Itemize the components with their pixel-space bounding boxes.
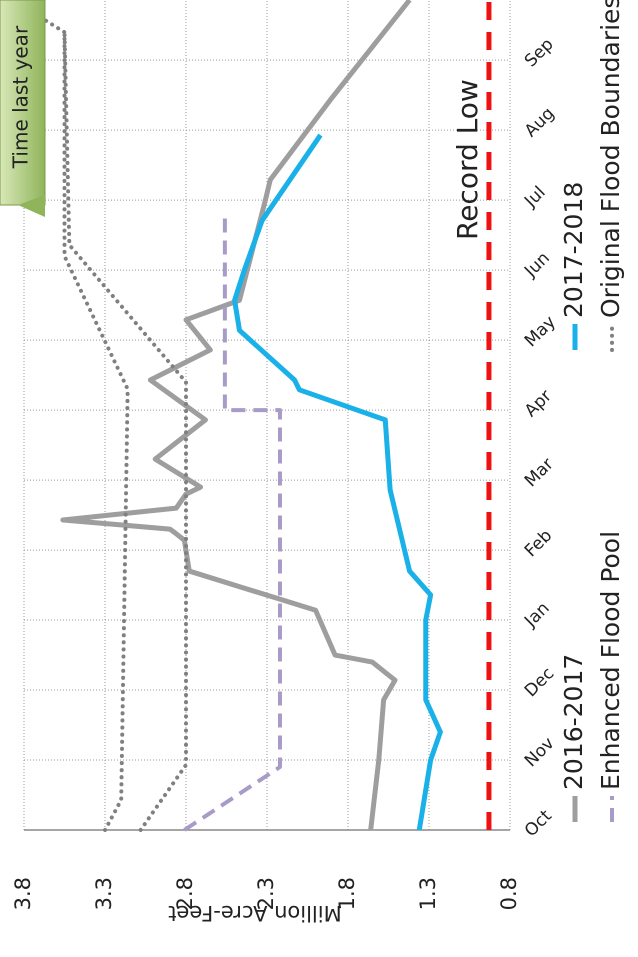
y-tick-label: 2.3 (254, 877, 278, 910)
legend-label: Original Flood Boundaries (596, 0, 625, 318)
y-axis-title: Million Acre-Feet (168, 901, 342, 925)
reference-label: Record Low (451, 79, 484, 240)
legend-label: Enhanced Flood Pool (596, 531, 625, 790)
x-tick-label: Oct (521, 806, 556, 841)
callout-pointer (18, 195, 45, 217)
callout-text: Time last year (9, 25, 33, 169)
x-tick-label: Apr (521, 386, 556, 421)
x-tick-label: May (521, 312, 560, 351)
series-line (232, 133, 443, 831)
y-tick-label: 3.3 (92, 877, 116, 910)
legend-label: 2017-2018 (559, 182, 588, 318)
series-line (183, 214, 282, 832)
x-tick-label: Jun (520, 248, 554, 282)
series-line (62, 30, 188, 832)
x-tick-label: Dec (521, 664, 558, 701)
series-line (10, 0, 130, 832)
x-tick-label: Feb (521, 526, 556, 561)
legend-label: 2016-2017 (559, 654, 588, 790)
x-tick-label: Mar (521, 454, 558, 491)
x-tick-label: Aug (521, 104, 559, 142)
y-tick-label: 0.8 (497, 877, 521, 910)
x-tick-label: Nov (521, 733, 559, 771)
y-tick-label: 3.8 (11, 877, 35, 910)
y-tick-label: 1.8 (335, 877, 359, 910)
y-tick-label: 2.8 (173, 877, 197, 910)
x-tick-label: Jul (520, 183, 549, 212)
x-tick-label: Jan (520, 598, 553, 631)
series-line (60, 0, 412, 831)
x-tick-label: Sep (521, 34, 558, 71)
y-tick-label: 1.3 (416, 877, 440, 910)
